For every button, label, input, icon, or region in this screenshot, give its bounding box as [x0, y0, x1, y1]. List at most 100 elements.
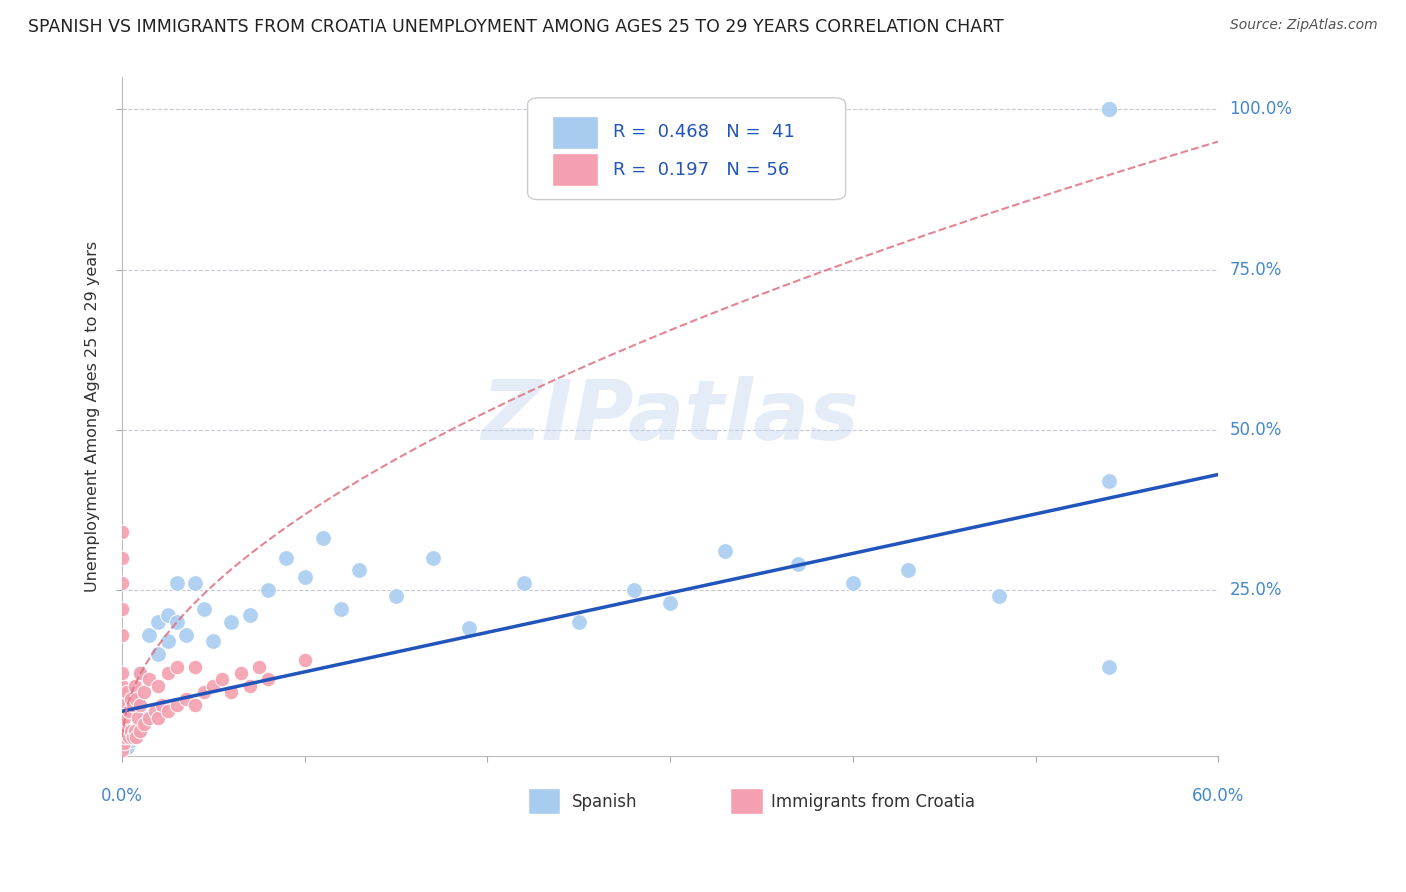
- Point: [787, 557, 810, 571]
- Point: [111, 736, 134, 750]
- Point: [842, 576, 865, 591]
- Text: Spanish: Spanish: [571, 793, 637, 811]
- Text: Immigrants from Croatia: Immigrants from Croatia: [770, 793, 974, 811]
- Point: [184, 659, 207, 673]
- Point: [174, 627, 197, 641]
- Text: 100.0%: 100.0%: [1230, 101, 1292, 119]
- Point: [124, 679, 146, 693]
- Point: [143, 704, 166, 718]
- Point: [221, 615, 243, 629]
- Point: [118, 704, 141, 718]
- Point: [513, 576, 536, 591]
- Point: [111, 743, 134, 757]
- Point: [111, 524, 134, 539]
- Point: [114, 730, 136, 744]
- Point: [129, 698, 152, 712]
- Point: [132, 711, 155, 725]
- Point: [174, 691, 197, 706]
- Point: [184, 698, 207, 712]
- Point: [568, 615, 591, 629]
- Point: [659, 595, 682, 609]
- Point: [111, 730, 134, 744]
- Text: 60.0%: 60.0%: [1192, 787, 1244, 805]
- Text: 75.0%: 75.0%: [1230, 260, 1282, 278]
- Point: [422, 550, 444, 565]
- Point: [1098, 659, 1121, 673]
- Point: [112, 711, 135, 725]
- Point: [166, 659, 188, 673]
- Point: [111, 691, 134, 706]
- Text: 50.0%: 50.0%: [1230, 421, 1282, 439]
- Point: [330, 602, 353, 616]
- Point: [276, 550, 298, 565]
- Point: [138, 673, 160, 687]
- Point: [239, 679, 262, 693]
- Point: [111, 665, 134, 680]
- Point: [193, 685, 215, 699]
- Point: [156, 704, 179, 718]
- Point: [138, 711, 160, 725]
- Text: 0.0%: 0.0%: [101, 787, 143, 805]
- FancyBboxPatch shape: [731, 788, 763, 814]
- Point: [112, 736, 135, 750]
- Point: [156, 634, 179, 648]
- Point: [623, 582, 645, 597]
- Point: [117, 685, 139, 699]
- FancyBboxPatch shape: [551, 116, 598, 149]
- Point: [714, 544, 737, 558]
- Point: [121, 698, 143, 712]
- Text: Source: ZipAtlas.com: Source: ZipAtlas.com: [1230, 18, 1378, 32]
- Point: [124, 723, 146, 738]
- Point: [148, 615, 170, 629]
- Point: [148, 711, 170, 725]
- Point: [111, 679, 134, 693]
- Point: [111, 576, 134, 591]
- Point: [124, 730, 146, 744]
- Point: [117, 739, 139, 754]
- Point: [166, 698, 188, 712]
- Point: [150, 698, 173, 712]
- Point: [211, 673, 233, 687]
- Point: [132, 717, 155, 731]
- Point: [202, 634, 225, 648]
- Point: [129, 723, 152, 738]
- Y-axis label: Unemployment Among Ages 25 to 29 years: Unemployment Among Ages 25 to 29 years: [86, 241, 100, 592]
- Point: [111, 550, 134, 565]
- Point: [156, 665, 179, 680]
- Point: [120, 723, 142, 738]
- Point: [458, 621, 481, 635]
- Text: ZIPatlas: ZIPatlas: [481, 376, 859, 458]
- Point: [184, 576, 207, 591]
- Point: [111, 627, 134, 641]
- Point: [1098, 474, 1121, 488]
- Point: [127, 711, 149, 725]
- Point: [221, 685, 243, 699]
- Point: [229, 665, 252, 680]
- Point: [294, 653, 316, 667]
- Point: [129, 665, 152, 680]
- Point: [117, 723, 139, 738]
- Text: R =  0.468   N =  41: R = 0.468 N = 41: [613, 123, 794, 142]
- Point: [202, 679, 225, 693]
- FancyBboxPatch shape: [527, 98, 845, 200]
- Point: [111, 717, 134, 731]
- Point: [125, 691, 148, 706]
- Point: [239, 608, 262, 623]
- Point: [988, 589, 1011, 603]
- Point: [132, 685, 155, 699]
- Point: [257, 673, 280, 687]
- Text: R =  0.197   N = 56: R = 0.197 N = 56: [613, 161, 789, 178]
- Point: [312, 532, 335, 546]
- Point: [385, 589, 408, 603]
- Point: [138, 627, 160, 641]
- Point: [349, 564, 371, 578]
- Point: [166, 615, 188, 629]
- Point: [114, 698, 136, 712]
- Point: [125, 730, 148, 744]
- FancyBboxPatch shape: [551, 153, 598, 186]
- Point: [1098, 103, 1121, 117]
- Point: [148, 647, 170, 661]
- Point: [897, 564, 920, 578]
- Text: 25.0%: 25.0%: [1230, 581, 1282, 599]
- Point: [193, 602, 215, 616]
